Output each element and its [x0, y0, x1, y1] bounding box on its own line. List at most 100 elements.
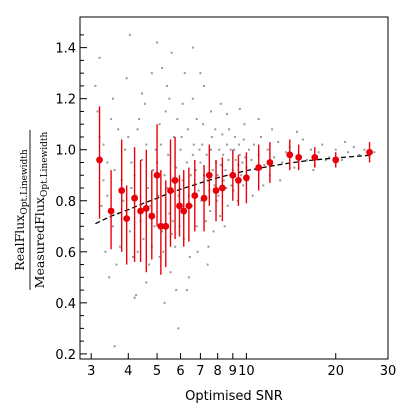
x-tick-label: 20 — [327, 364, 344, 379]
sample-point — [324, 158, 327, 161]
sample-point — [113, 169, 116, 172]
sample-point — [225, 143, 228, 146]
sample-point — [216, 174, 219, 177]
binned-mean-point — [142, 205, 150, 212]
sample-point — [124, 148, 127, 151]
sample-point — [199, 72, 202, 75]
binned-mean-point — [255, 164, 263, 171]
sample-point — [243, 123, 246, 126]
sample-point — [373, 151, 376, 154]
binned-mean-point — [286, 151, 294, 159]
sample-point — [177, 194, 180, 197]
sample-point — [228, 128, 231, 131]
y-axis-denominator: MeasuredFluxOpt.Linewidth — [32, 131, 50, 288]
sample-point — [138, 118, 141, 121]
sample-point — [164, 110, 167, 113]
binned-mean-point — [137, 207, 144, 215]
sample-point — [102, 179, 105, 182]
sample-point — [154, 148, 157, 151]
sample-point — [169, 271, 172, 274]
x-tick-label: 10 — [238, 364, 255, 379]
sample-point — [181, 102, 184, 105]
sample-point — [223, 225, 226, 228]
sample-point — [252, 143, 255, 146]
sample-point — [271, 128, 274, 131]
sample-point — [189, 174, 192, 177]
sample-point — [222, 153, 225, 156]
y-tick-label: 0.4 — [55, 297, 76, 312]
sample-point — [171, 220, 174, 223]
sample-point — [188, 255, 191, 258]
sample-point — [108, 276, 111, 279]
sample-point — [229, 148, 232, 151]
sample-points-layer — [94, 33, 376, 348]
sample-point — [191, 153, 194, 156]
binned-mean-point — [157, 222, 165, 230]
sample-point — [180, 135, 183, 138]
sample-point — [247, 148, 250, 151]
sample-point — [266, 148, 269, 151]
binned-mean-point — [96, 156, 103, 164]
sample-point — [100, 204, 103, 207]
sample-point — [170, 232, 173, 235]
sample-point — [145, 143, 148, 146]
sample-point — [217, 194, 220, 197]
sample-point — [157, 194, 160, 197]
sample-point — [142, 238, 145, 241]
sample-point — [106, 194, 109, 197]
sample-point — [165, 84, 168, 87]
sample-point — [204, 220, 207, 223]
binned-mean-point — [123, 215, 131, 223]
binned-mean-point — [191, 192, 199, 200]
y-tick-label: 1.0 — [55, 144, 76, 159]
sample-point — [200, 199, 203, 202]
sample-point — [347, 151, 350, 154]
sample-point — [279, 179, 282, 182]
binned-mean-point — [200, 194, 208, 202]
binned-mean-point — [131, 194, 138, 202]
sample-point — [106, 161, 109, 164]
sample-point — [210, 135, 213, 138]
sample-point — [210, 110, 213, 113]
sample-point — [192, 143, 195, 146]
sample-point — [232, 189, 235, 192]
sample-point — [168, 97, 171, 100]
binned-mean-point — [242, 174, 250, 182]
ticks-layer: 3 4 5 6 7 8 9 10 20 30 0.2 0.4 0.6 0.8 1.0 1.2 1.4 — [55, 34, 396, 379]
sample-point — [130, 187, 133, 189]
sample-point — [226, 204, 229, 207]
sample-point — [198, 148, 201, 151]
sample-point — [312, 169, 315, 172]
sample-point — [219, 164, 222, 167]
sample-point — [234, 158, 237, 161]
x-tick-label: 3 — [87, 364, 95, 379]
sample-point — [255, 169, 258, 172]
sample-point — [117, 128, 120, 131]
binned-mean-point — [266, 159, 274, 166]
sample-point — [127, 135, 130, 138]
sample-point — [185, 161, 188, 164]
binned-mean-point — [185, 202, 193, 210]
sample-point — [170, 51, 173, 54]
sample-point — [165, 187, 168, 189]
sample-point — [132, 255, 135, 258]
sample-point — [295, 130, 298, 133]
sample-point — [174, 245, 177, 248]
sample-point — [225, 187, 228, 189]
sample-point — [186, 128, 189, 131]
binned-mean-point — [212, 187, 220, 194]
binned-mean-point — [311, 153, 319, 161]
sample-point — [163, 174, 166, 177]
sample-point — [130, 161, 133, 164]
sample-point — [213, 184, 216, 187]
sample-point — [141, 92, 144, 95]
y-axis-numerator: RealFluxOpt.Linewidth — [12, 149, 30, 271]
sample-point — [203, 84, 206, 87]
x-tick-label: 9 — [229, 364, 237, 379]
binned-mean-point — [148, 212, 156, 220]
binned-mean-point — [162, 222, 170, 230]
sample-point — [179, 148, 182, 151]
sample-point — [218, 148, 221, 151]
sample-point — [94, 84, 97, 87]
